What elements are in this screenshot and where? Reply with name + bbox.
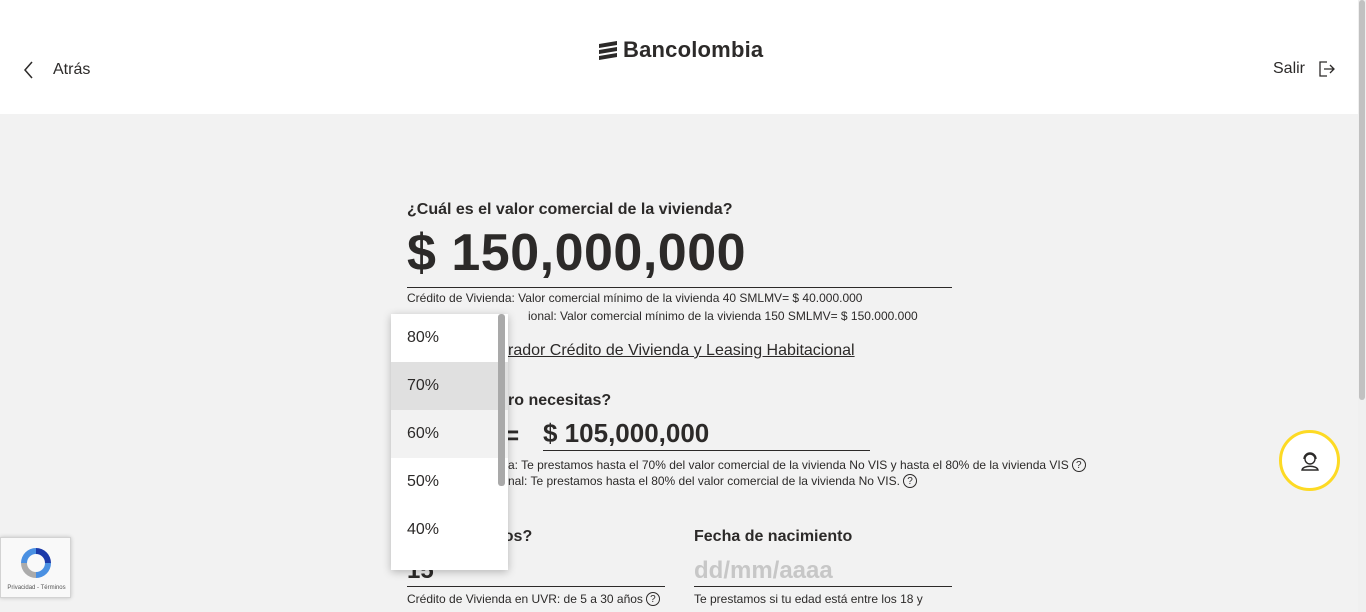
recaptcha-icon	[21, 548, 51, 578]
support-button[interactable]	[1279, 430, 1340, 491]
logout-button[interactable]: Salir	[1273, 60, 1336, 78]
logout-icon	[1319, 61, 1335, 77]
loan-amount-input[interactable]: $ 105,000,000	[543, 418, 870, 451]
commercial-value-note-1: Crédito de Vivienda: Valor comercial mín…	[407, 291, 863, 305]
birth-date-label: Fecha de nacimiento	[694, 528, 853, 545]
chevron-left-icon	[24, 61, 33, 79]
recaptcha-footer[interactable]: Privacidad - Términos	[7, 585, 66, 591]
loan-note-1: a: Te prestamos hasta el 70% del valor c…	[508, 458, 1086, 472]
support-agent-icon	[1300, 451, 1319, 471]
recaptcha-badge[interactable]: Privacidad - Términos	[0, 537, 71, 598]
dropdown-option[interactable]: 80%	[407, 329, 440, 346]
dropdown-scrollbar[interactable]	[498, 314, 505, 486]
commercial-value-question: ¿Cuál es el valor comercial de la vivien…	[407, 201, 733, 218]
help-circle-icon[interactable]: ?	[1071, 458, 1086, 472]
birth-date-note: Te prestamos si tu edad está entre los 1…	[694, 592, 923, 606]
back-button[interactable]: Atrás	[22, 60, 90, 80]
brand-name: Bancolombia	[623, 37, 764, 62]
simulator-link[interactable]: rador Crédito de Vivienda y Leasing Habi…	[508, 342, 855, 359]
birth-date-field[interactable]	[694, 556, 952, 587]
dropdown-option-hovered[interactable]: 60%	[391, 410, 508, 458]
term-note: Crédito de Vivienda en UVR: de 5 a 30 añ…	[407, 592, 660, 606]
term-note-text: Crédito de Vivienda en UVR: de 5 a 30 añ…	[407, 592, 643, 606]
help-circle-icon[interactable]: ?	[645, 592, 660, 606]
loan-note-1-text: a: Te prestamos hasta el 70% del valor c…	[508, 458, 1069, 472]
top-header: Atrás Bancolombia Salir	[0, 0, 1358, 114]
back-label: Atrás	[53, 61, 91, 78]
page-scrollbar-thumb[interactable]	[1359, 0, 1365, 400]
dropdown-option[interactable]: 50%	[407, 473, 440, 490]
logout-label: Salir	[1273, 60, 1306, 77]
birth-date-input[interactable]	[694, 556, 952, 586]
commercial-value-input[interactable]: $ 150,000,000	[407, 222, 952, 288]
dropdown-option[interactable]: 40%	[407, 521, 440, 538]
loan-note-2: nal: Te prestamos hasta el 80% del valor…	[508, 474, 917, 488]
percentage-dropdown[interactable]: 80% 70% 60% 50% 40%	[391, 314, 508, 570]
commercial-value-note-2: ional: Valor comercial mínimo de la vivi…	[528, 309, 918, 323]
bancolombia-logo-icon	[599, 41, 617, 60]
loan-amount-question: ro necesitas?	[508, 392, 612, 409]
loan-note-2-text: nal: Te prestamos hasta el 80% del valor…	[508, 474, 900, 488]
brand-logo: Bancolombia	[596, 37, 763, 63]
dropdown-option-selected[interactable]: 70%	[391, 362, 508, 410]
help-circle-icon[interactable]: ?	[902, 474, 917, 488]
